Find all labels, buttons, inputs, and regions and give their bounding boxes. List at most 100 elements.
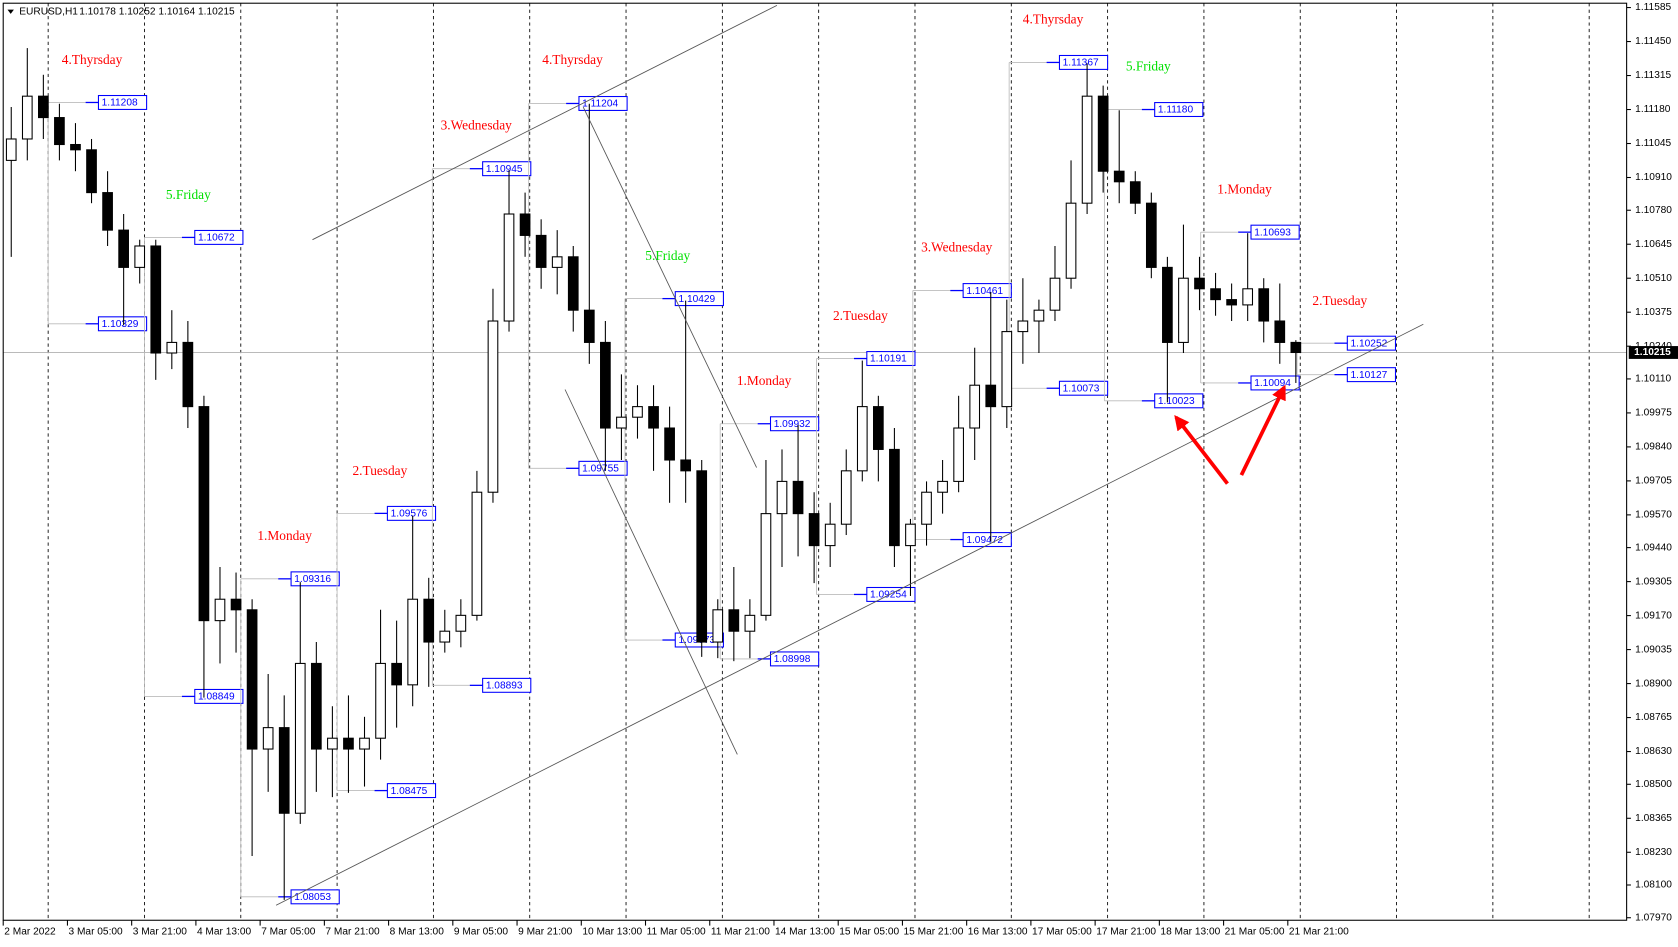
y-tick-label: 1.09170 [1635,610,1672,621]
x-tick-label: 11 Mar 05:00 [647,927,706,938]
level-label: 1.10252 [1351,338,1388,349]
x-tick-label: 11 Mar 21:00 [711,927,770,938]
candle-body [889,448,900,547]
level-box [97,316,148,332]
candle-body [1242,288,1254,306]
candle-body [1178,277,1189,343]
annotations: 4.Thyrsday 5.Friday 1.Monday 2.Tuesday 3.Wed… [62,11,1368,543]
header-value: 1.10164 [158,6,195,17]
header-value: 1.10252 [119,6,156,17]
candle-body [198,406,210,622]
candle-body [1145,202,1157,268]
level-box [1250,224,1300,240]
candle-body [391,662,402,686]
x-tick-label: 8 Mar 13:00 [390,927,445,938]
day-label: 4.Thyrsday [542,52,603,67]
level-box [962,283,1012,299]
day-label: 3.Wednesday [441,117,513,132]
candle-body [471,491,483,616]
candle-body [375,662,386,739]
day-label: 2.Tuesday [1312,293,1367,308]
level-label: 1.10127 [1351,370,1388,381]
candle-body [86,149,97,194]
y-tick-label: 1.10780 [1635,205,1672,216]
x-tick-label: 2 Mar 2022 [4,927,56,938]
candle-body [5,138,17,161]
day-label: 2.Tuesday [833,308,888,323]
level-label: 1.09576 [391,509,428,520]
candle-body [1113,170,1125,183]
candle-body [278,727,290,814]
y-tick-label: 1.10510 [1635,273,1672,284]
candle-body [439,630,451,643]
level-label: 1.09472 [966,535,1003,546]
y-tick-label: 1.09440 [1635,542,1672,553]
down-line-upper [582,106,757,468]
day-label: 4.Thyrsday [62,52,123,67]
candle-body [407,598,419,686]
candle-body [792,480,804,515]
symbol: EURUSD,H1 [19,6,78,17]
level-label: 1.08893 [486,681,523,692]
y-tick-label: 1.11315 [1635,70,1671,81]
y-tick-label: 1.08365 [1635,813,1672,824]
candle-body [953,427,964,482]
day-label: 5.Friday [645,248,690,263]
y-tick-label: 1.11585 [1635,2,1671,13]
y-tick-label: 1.07970 [1635,912,1672,923]
candle-body [921,491,932,525]
candle-body [1097,95,1109,172]
level-label: 1.10461 [966,286,1003,297]
level-label: 1.09932 [774,419,811,430]
x-tick-label: 21 Mar 21:00 [1289,927,1349,938]
candle-body [310,662,322,750]
candle-body [824,523,836,547]
candle-body [1081,95,1093,204]
candle-body [696,470,708,643]
candle-body [744,614,756,632]
candle-body [808,513,820,547]
candle-body [600,341,611,429]
candle-body [487,320,499,493]
level-label: 1.08475 [391,786,428,797]
y-tick-label: 1.11450 [1635,36,1671,47]
arrow [1239,384,1286,476]
level-label: 1.10094 [1254,378,1291,389]
trend-lines [275,4,1424,906]
candle-body [230,598,242,611]
header-icon [7,9,14,14]
candle-body [969,384,981,429]
day-label: 4.Thyrsday [1023,11,1084,26]
candle-body [632,406,643,418]
level-box [962,532,1012,548]
x-tick-label: 14 Mar 13:00 [775,927,835,938]
candle-body [519,213,531,236]
y-tick-label: 1.09305 [1635,576,1672,587]
y-tick-label: 1.08765 [1635,712,1672,723]
y-tick-label: 1.09975 [1635,408,1672,419]
candle-body [856,406,868,472]
candle-body [134,245,146,268]
y-tick-label: 1.08500 [1635,779,1672,790]
level-label: 1.10073 [1063,383,1100,394]
candle-body [246,609,258,750]
candle-body [535,234,547,268]
candle-body [118,229,129,268]
current-price-box [1628,346,1678,359]
candle-body [680,459,692,472]
down-line-lower [564,389,738,755]
level-label: 1.10672 [198,233,235,244]
day-label: 2.Tuesday [352,463,407,478]
candle-body [214,598,226,622]
candle-body [776,480,788,515]
level-box [194,229,244,245]
candle-body [712,609,724,643]
level-box [97,94,148,110]
candle-body [1226,299,1237,306]
level-label: 1.09755 [582,464,619,475]
y-tick-label: 1.10375 [1635,307,1672,318]
current-price-label: 1.10215 [1634,347,1671,358]
y-tick-label: 1.10110 [1635,374,1671,385]
